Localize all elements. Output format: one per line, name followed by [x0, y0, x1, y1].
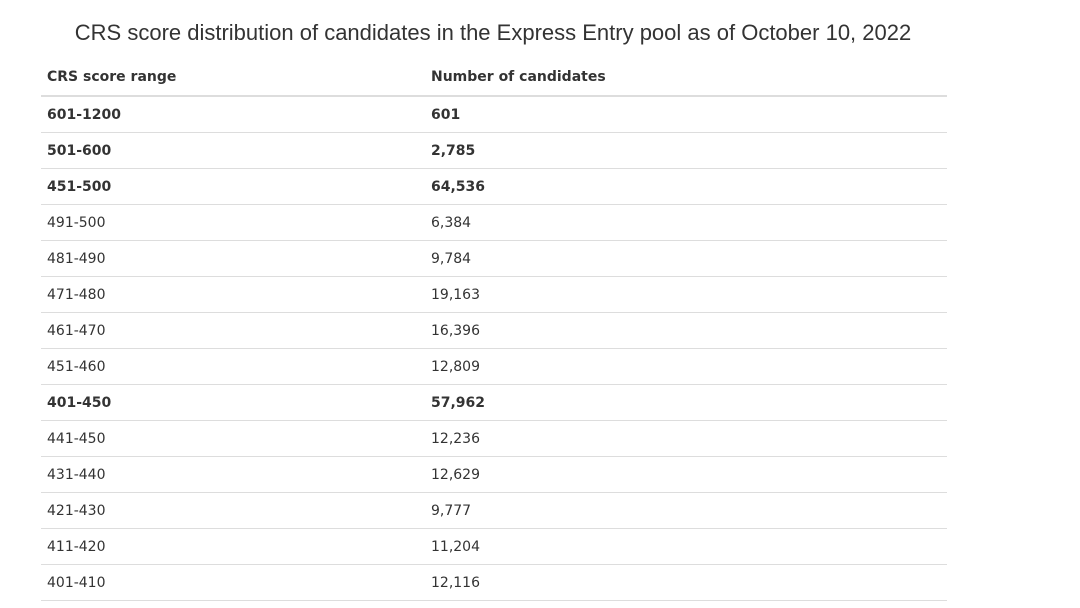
table-row: 471-480 19,163 — [41, 276, 947, 313]
table-row: 401-410 12,116 — [41, 564, 947, 601]
table-row: 411-420 11,204 — [41, 528, 947, 565]
score-range-cell: 461-470 — [41, 312, 425, 349]
table-row: 501-600 2,785 — [41, 132, 947, 169]
score-range-cell: 501-600 — [41, 132, 425, 169]
candidate-count-cell: 12,629 — [425, 456, 947, 493]
table-row: 401-450 57,962 — [41, 384, 947, 421]
candidate-count-cell: 57,962 — [425, 384, 947, 421]
table-row: 491-500 6,384 — [41, 204, 947, 241]
candidate-count-cell: 2,785 — [425, 132, 947, 169]
table-row: 421-430 9,777 — [41, 492, 947, 529]
table-row: 601-1200 601 — [41, 96, 947, 133]
candidate-count-cell: 64,536 — [425, 168, 947, 205]
candidate-count-cell: 11,204 — [425, 528, 947, 565]
score-range-cell: 471-480 — [41, 276, 425, 313]
score-range-cell: 431-440 — [41, 456, 425, 493]
score-range-cell: 451-500 — [41, 168, 425, 205]
score-range-cell: 481-490 — [41, 240, 425, 277]
candidate-count-cell: 12,236 — [425, 420, 947, 457]
column-header-candidates: Number of candidates — [425, 59, 947, 97]
table-row: 431-440 12,629 — [41, 456, 947, 493]
score-range-cell: 601-1200 — [41, 96, 425, 133]
score-range-cell: 441-450 — [41, 420, 425, 457]
candidate-count-cell: 601 — [425, 96, 947, 133]
page-title: CRS score distribution of candidates in … — [74, 20, 912, 45]
score-range-cell: 401-410 — [41, 564, 425, 601]
table-row: 461-470 16,396 — [41, 312, 947, 349]
candidate-count-cell: 6,384 — [425, 204, 947, 241]
candidate-count-cell: 12,116 — [425, 564, 947, 601]
candidate-count-cell: 16,396 — [425, 312, 947, 349]
candidate-count-cell: 12,809 — [425, 348, 947, 385]
candidate-count-cell: 9,777 — [425, 492, 947, 529]
table-row: 481-490 9,784 — [41, 240, 947, 277]
score-range-cell: 421-430 — [41, 492, 425, 529]
crs-distribution-table: CRS score range Number of candidates 601… — [41, 59, 947, 601]
candidate-count-cell: 19,163 — [425, 276, 947, 313]
table-row: 441-450 12,236 — [41, 420, 947, 457]
column-header-score-range: CRS score range — [41, 59, 425, 97]
score-range-cell: 451-460 — [41, 348, 425, 385]
score-range-cell: 411-420 — [41, 528, 425, 565]
table-row: 451-500 64,536 — [41, 168, 947, 205]
table-row: 451-460 12,809 — [41, 348, 947, 385]
candidate-count-cell: 9,784 — [425, 240, 947, 277]
score-range-cell: 491-500 — [41, 204, 425, 241]
score-range-cell: 401-450 — [41, 384, 425, 421]
table-header-row: CRS score range Number of candidates — [41, 59, 947, 97]
